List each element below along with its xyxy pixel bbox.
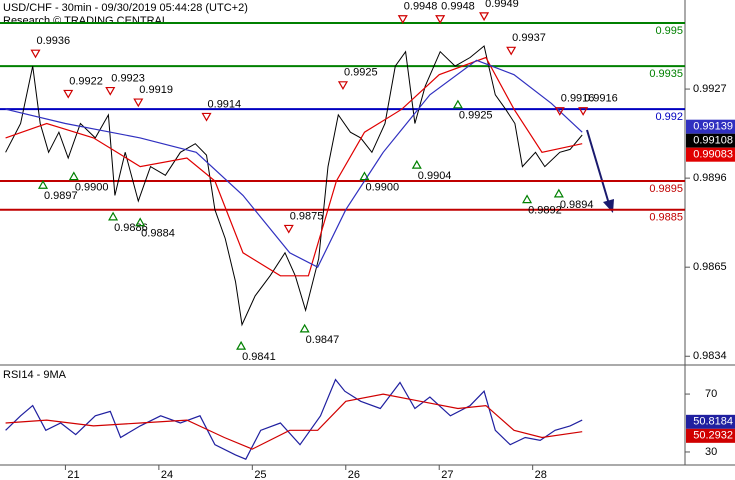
low-label: 0.9886 xyxy=(114,222,148,234)
chart-subtitle: Research © TRADING CENTRAL xyxy=(3,15,168,27)
high-label: 0.9949 xyxy=(485,0,519,10)
last-value-label: 0.99108 xyxy=(693,135,733,147)
low-marker xyxy=(68,171,79,181)
high-label: 0.9937 xyxy=(512,32,546,44)
low-marker xyxy=(411,159,422,169)
series-line xyxy=(5,56,583,277)
y-tick-label: 0.9927 xyxy=(693,83,727,95)
high-label: 0.9936 xyxy=(37,35,71,47)
last-value-box xyxy=(686,414,735,429)
high-label: 0.9925 xyxy=(344,67,378,79)
y-tick-label: 70 xyxy=(705,388,717,400)
low-marker xyxy=(108,211,119,221)
last-value-box xyxy=(686,119,735,134)
last-value-box xyxy=(686,147,735,162)
high-marker xyxy=(283,224,294,234)
x-tick-label: 21 xyxy=(67,469,79,480)
level-label: 0.9935 xyxy=(649,68,683,80)
high-marker xyxy=(63,89,74,99)
x-tick-label: 25 xyxy=(254,469,266,480)
high-marker xyxy=(105,86,116,96)
high-label: 0.9916 xyxy=(584,93,618,105)
low-marker xyxy=(236,340,247,350)
series-line xyxy=(5,378,583,460)
level-label: 0.9895 xyxy=(649,183,683,195)
high-marker xyxy=(337,81,349,91)
high-marker xyxy=(397,15,408,24)
low-label: 0.9925 xyxy=(459,110,493,122)
level-label: 0.9885 xyxy=(649,212,683,224)
last-value-label: 50.2932 xyxy=(693,430,733,442)
low-label: 0.9904 xyxy=(418,170,452,182)
low-label: 0.9884 xyxy=(141,228,175,240)
high-label: 0.9875 xyxy=(290,210,324,222)
high-label: 0.9914 xyxy=(208,98,242,110)
y-tick-label: 0.9834 xyxy=(693,350,727,362)
last-value-label: 0.99083 xyxy=(693,149,733,161)
low-label: 0.9841 xyxy=(242,351,276,363)
series-line xyxy=(5,59,583,269)
x-tick-label: 28 xyxy=(535,469,547,480)
y-tick-label: 0.9865 xyxy=(693,261,727,273)
high-label: 0.9923 xyxy=(111,72,145,84)
series-line xyxy=(5,393,583,450)
high-label: 0.9948 xyxy=(404,1,438,13)
high-marker xyxy=(201,112,212,122)
x-tick-label: 26 xyxy=(348,469,360,480)
last-value-label: 50.8184 xyxy=(693,416,733,428)
last-value-box xyxy=(686,133,735,148)
high-label: 0.9916 xyxy=(561,93,595,105)
x-tick-label: 24 xyxy=(161,469,173,480)
low-marker xyxy=(37,180,49,189)
high-label: 0.9948 xyxy=(441,1,475,13)
low-marker xyxy=(553,188,564,198)
high-marker xyxy=(554,107,565,116)
high-marker xyxy=(578,107,589,116)
high-label: 0.9922 xyxy=(69,75,103,87)
low-label: 0.9847 xyxy=(306,334,340,346)
last-value-box xyxy=(686,428,735,443)
low-marker xyxy=(299,323,310,333)
low-marker xyxy=(522,194,533,204)
level-label: 0.992 xyxy=(655,111,683,123)
last-value-label: 0.99139 xyxy=(693,121,733,133)
level-label: 0.995 xyxy=(655,25,683,37)
low-marker xyxy=(452,99,463,109)
rsi-title: RSI14 - 9MA xyxy=(3,369,67,381)
high-marker xyxy=(506,46,517,56)
high-marker xyxy=(30,49,41,59)
low-label: 0.9894 xyxy=(560,199,594,211)
low-label: 0.9900 xyxy=(365,182,399,194)
high-marker xyxy=(133,98,144,108)
low-label: 0.9900 xyxy=(75,182,109,194)
y-tick-label: 30 xyxy=(705,446,717,458)
x-tick-label: 27 xyxy=(441,469,453,480)
high-label: 0.9919 xyxy=(139,84,173,96)
low-label: 0.9892 xyxy=(528,205,562,217)
y-tick-label: 0.9896 xyxy=(693,172,727,184)
high-marker xyxy=(479,12,490,22)
low-marker xyxy=(135,217,146,227)
chart-title: USD/CHF - 30min - 09/30/2019 05:44:28 (U… xyxy=(3,2,248,14)
high-marker xyxy=(435,15,446,24)
low-marker xyxy=(359,171,370,181)
low-label: 0.9897 xyxy=(44,190,78,202)
